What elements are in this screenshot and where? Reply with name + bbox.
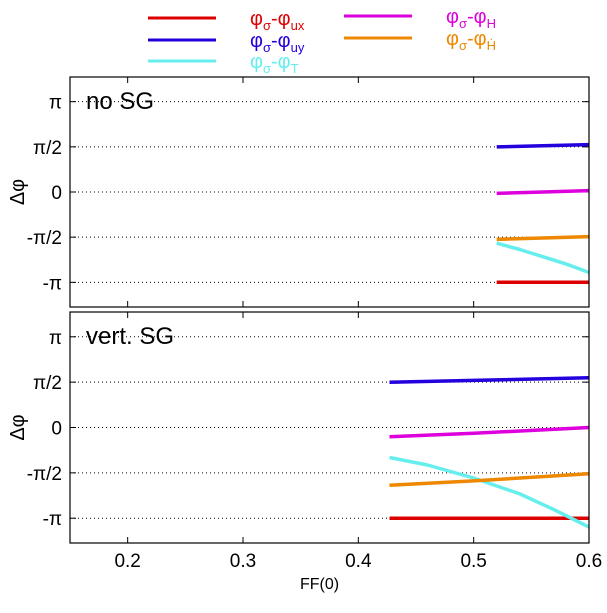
plot-frame — [69, 76, 590, 308]
y-tick-label: -π — [43, 273, 62, 294]
legend-item-Hdot: φσ-φḢ — [344, 28, 496, 53]
series-line-T — [496, 241, 590, 275]
legend-label-part: H — [487, 16, 496, 31]
x-tick-label: 0.5 — [460, 551, 486, 572]
legend-item-ux: φσ-φux — [148, 8, 305, 33]
legend-label: φσ-φuy — [250, 30, 305, 55]
legend-item-uy: φσ-φuy — [148, 30, 305, 55]
legend-label-part: -φ — [467, 6, 487, 28]
legend-label-part: Ḣ — [487, 38, 496, 53]
legend-item-H: φσ-φH — [344, 6, 496, 31]
legend-label-part: σ — [459, 16, 467, 31]
legend-label-part: φ — [250, 8, 263, 30]
legend-item-T: φσ-φT — [148, 51, 299, 76]
legend-label: φσ-φH — [446, 6, 496, 31]
y-tick-label: 0 — [51, 419, 62, 440]
legend-label-part: -φ — [271, 51, 291, 73]
legend-label-part: φ — [250, 51, 263, 73]
y-tick-label: π/2 — [33, 373, 62, 394]
panel-label: no SG — [86, 88, 154, 115]
legend-label-part: σ — [263, 40, 271, 55]
legend-label-part: φ — [446, 28, 459, 50]
y-tick-label: π — [49, 328, 62, 349]
series-line-H — [496, 188, 590, 196]
series-line-H — [389, 425, 590, 439]
legend-label-part: -φ — [467, 28, 487, 50]
legend-label-part: φ — [446, 6, 459, 28]
y-tick-label: π — [49, 93, 62, 114]
legend-label-part: -φ — [271, 30, 291, 52]
panel-vert-sg: π π/2 0 -π/2 -π 0.2 0.3 0.4 0.5 0.6 vert. SG Δφ FF(0… — [7, 311, 602, 593]
y-tick-label: -π/2 — [27, 464, 62, 485]
legend-label: φσ-φT — [250, 51, 299, 76]
y-tick-label: 0 — [51, 183, 62, 204]
legend-label-part: T — [291, 61, 299, 76]
series-line-T — [389, 455, 590, 529]
series-line-Hdot — [496, 234, 590, 242]
series-line-Hdot — [389, 471, 590, 488]
x-tick-label: 0.3 — [230, 551, 256, 572]
y-tick-label: -π/2 — [27, 228, 62, 249]
plot-frame — [69, 311, 590, 544]
y-axis-label: Δφ — [7, 414, 29, 440]
y-axis-label: Δφ — [7, 179, 29, 205]
legend-label-part: φ — [250, 30, 263, 52]
x-tick-label: 0.4 — [345, 551, 372, 572]
legend-label-part: uy — [291, 40, 305, 55]
x-tick-label: 0.2 — [114, 551, 140, 572]
legend-label: φσ-φux — [250, 8, 305, 33]
legend-label-part: ux — [291, 18, 305, 33]
x-axis-label: FF(0) — [300, 576, 339, 593]
y-tick-label: π/2 — [33, 138, 62, 159]
legend-label-part: σ — [263, 61, 271, 76]
y-tick-label: -π — [43, 509, 62, 530]
legend-label: φσ-φḢ — [446, 28, 496, 53]
x-tick-label: 0.6 — [576, 551, 602, 572]
legend-label-part: -φ — [271, 8, 291, 30]
legend-label-part: σ — [459, 38, 467, 53]
panel-label: vert. SG — [86, 323, 174, 350]
legend-label-part: σ — [263, 18, 271, 33]
panel-no-sg: π π/2 0 -π/2 -π no SG Δφ — [7, 76, 590, 308]
series-line-uy — [496, 142, 590, 149]
series-line-uy — [389, 376, 590, 384]
